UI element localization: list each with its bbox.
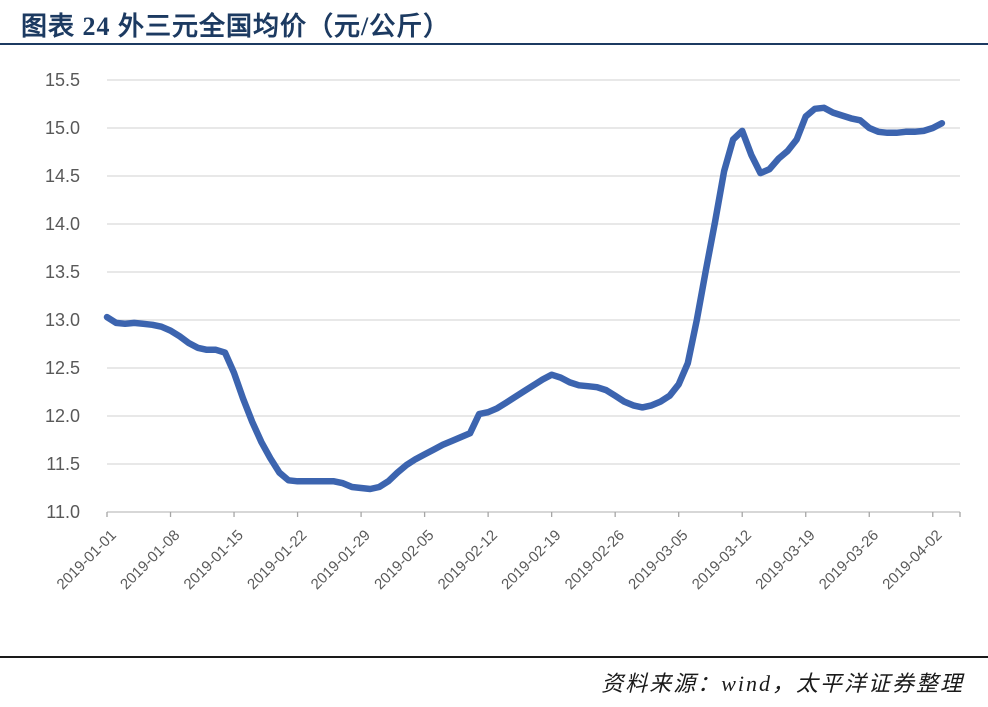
x-axis-label: 2019-02-05: [371, 527, 437, 593]
x-axis-label: 2019-01-22: [244, 527, 310, 593]
y-axis-label: 14.5: [45, 166, 80, 186]
y-axis-label: 13.0: [45, 310, 80, 330]
x-axis-label: 2019-01-15: [181, 527, 247, 593]
y-axis-label: 14.0: [45, 214, 80, 234]
footer-rule: [0, 656, 988, 658]
y-axis-label: 11.5: [46, 454, 80, 474]
y-axis-label: 12.0: [45, 406, 80, 426]
x-axis-label: 2019-02-12: [435, 527, 501, 593]
x-axis-label: 2019-02-19: [498, 527, 564, 593]
x-axis-label: 2019-03-19: [752, 527, 818, 593]
price-series-line: [103, 104, 946, 493]
x-axis-label: 2019-04-02: [879, 527, 945, 593]
x-axis-label: 2019-01-29: [308, 527, 374, 593]
x-axis-label: 2019-02-26: [562, 527, 628, 593]
figure-title: 图表 24 外三元全国均价（元/公斤）: [21, 12, 451, 41]
y-axis-label: 15.5: [45, 70, 80, 90]
y-axis-label: 11.0: [46, 502, 80, 522]
title-rule: [0, 43, 988, 45]
x-axis-label: 2019-03-05: [625, 527, 691, 593]
x-axis-label: 2019-03-26: [816, 527, 882, 593]
source-credit: 资料来源：wind，太平洋证券整理: [601, 671, 964, 696]
x-axis-label: 2019-01-08: [117, 527, 183, 593]
x-axis-label: 2019-01-01: [54, 527, 120, 593]
y-axis-label: 13.5: [45, 262, 80, 282]
x-axis-label: 2019-03-12: [689, 527, 755, 593]
y-axis-label: 15.0: [45, 118, 80, 138]
y-axis-label: 12.5: [45, 358, 80, 378]
